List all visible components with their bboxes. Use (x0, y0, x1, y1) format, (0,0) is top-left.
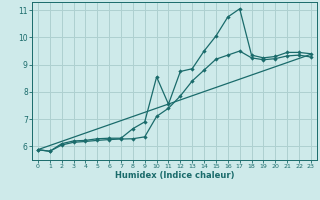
X-axis label: Humidex (Indice chaleur): Humidex (Indice chaleur) (115, 171, 234, 180)
